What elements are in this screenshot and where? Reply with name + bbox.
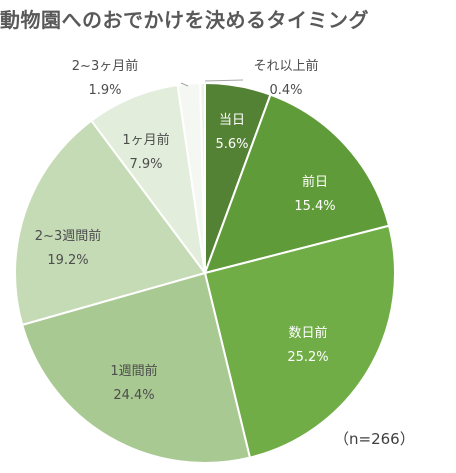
slice-label-7: 2~3ヶ月前 (72, 58, 138, 74)
slice-value-4: 24.4% (113, 388, 154, 403)
pie-slice-6 (90, 83, 206, 274)
leader-line-7 (180, 82, 189, 87)
leader-line-8 (204, 79, 244, 82)
pie-slice-8 (199, 81, 206, 274)
slice-label-2: 前日 (302, 174, 328, 190)
slice-labels: 当日 5.6% 前日 15.4% 数日前 25.2% 1週間前 24.4% 2~3週間前 19.2… (35, 58, 336, 403)
pie-slice-2 (203, 93, 391, 275)
slice-value-8: 0.4% (269, 83, 302, 98)
slice-value-7: 1.9% (88, 83, 121, 98)
slice-value-6: 7.9% (129, 157, 162, 172)
leader-lines (180, 79, 244, 87)
sample-size-note: （n=266） (334, 430, 415, 448)
slice-label-8: それ以上前 (253, 58, 318, 74)
slice-value-2: 15.4% (294, 199, 335, 214)
slice-label-1: 当日 (219, 113, 245, 128)
pie-slice-3 (203, 224, 396, 459)
slice-label-5: 2~3週間前 (35, 228, 101, 244)
slice-value-5: 19.2% (47, 253, 88, 268)
pie-slices (14, 81, 396, 464)
chart-title: 動物園へのおでかけを決めるタイミング (0, 8, 369, 32)
pie-slice-4 (20, 271, 252, 464)
slice-label-3: 数日前 (288, 325, 327, 341)
pie-slice-5 (14, 119, 207, 327)
slice-value-3: 25.2% (287, 350, 328, 365)
slice-label-6: 1ヶ月前 (122, 132, 169, 148)
slice-value-1: 5.6% (215, 137, 248, 152)
slice-label-4: 1週間前 (110, 363, 157, 379)
